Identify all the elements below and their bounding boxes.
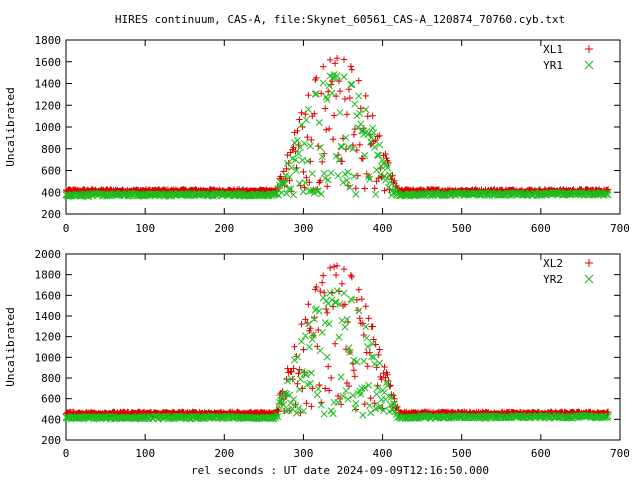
y-tick-label: 1800 xyxy=(35,34,62,47)
legend-marker-XL1 xyxy=(585,45,593,53)
x-tick-label: 100 xyxy=(135,447,155,460)
legend-label-YR2: YR2 xyxy=(543,273,563,286)
series-XL2 xyxy=(62,262,612,418)
lower-panel: 0 100 200 300 400 500 600 700 200 400 600 800 1000 12… xyxy=(4,248,630,460)
y-tick-label: 1600 xyxy=(35,289,62,302)
series-points-XL2 xyxy=(62,262,612,418)
legend-marker-XL2 xyxy=(585,259,593,267)
y-axis-label: Uncalibrated xyxy=(4,87,17,166)
x-tick-label: 200 xyxy=(214,447,234,460)
y-tick-label: 1200 xyxy=(35,331,62,344)
y-tick-label: 1400 xyxy=(35,310,62,323)
chart-title: HIRES continuum, CAS-A, file:Skynet_6056… xyxy=(115,13,565,26)
upper-panel: 0 100 200 300 400 500 600 700 200 400 600 800 1000 12… xyxy=(4,34,630,235)
x-tick-label: 100 xyxy=(135,222,155,235)
x-tick-label: 500 xyxy=(452,447,472,460)
x-tick-label: 700 xyxy=(610,222,630,235)
y-tick-label: 1800 xyxy=(35,269,62,282)
plot-frame xyxy=(65,253,621,441)
x-axis-label: rel seconds : UT date 2024-09-09T12:16:5… xyxy=(191,464,489,477)
series-YR1 xyxy=(62,71,612,200)
y-axis-label: Uncalibrated xyxy=(4,307,17,386)
y-tick-label: 600 xyxy=(41,165,61,178)
y-tick-label: 1400 xyxy=(35,78,62,91)
series-points-YR2 xyxy=(62,287,612,423)
x-tick-label: 400 xyxy=(373,222,393,235)
y-tick-label: 400 xyxy=(41,186,61,199)
series-points-YR1 xyxy=(62,71,612,200)
y-tick-label: 1200 xyxy=(35,99,62,112)
y-tick-label: 400 xyxy=(41,413,61,426)
legend-label-YR1: YR1 xyxy=(543,59,563,72)
x-tick-label: 700 xyxy=(610,447,630,460)
x-tick-label: 500 xyxy=(452,222,472,235)
y-tick-label: 1600 xyxy=(35,56,62,69)
y-tick-label: 600 xyxy=(41,393,61,406)
legend-label-XL2: XL2 xyxy=(543,257,563,270)
y-tick-label: 1000 xyxy=(35,121,62,134)
legend-marker-YR2 xyxy=(584,274,594,284)
x-tick-label: 0 xyxy=(63,447,70,460)
y-tick-label: 800 xyxy=(41,372,61,385)
y-tick-label: 200 xyxy=(41,434,61,447)
legend-marker-YR1 xyxy=(584,60,594,70)
x-tick-label: 600 xyxy=(531,447,551,460)
y-tick-label: 200 xyxy=(41,208,61,221)
y-tick-label: 2000 xyxy=(35,248,62,261)
x-tick-label: 200 xyxy=(214,222,234,235)
x-tick-label: 300 xyxy=(293,222,313,235)
x-tick-label: 400 xyxy=(373,447,393,460)
x-tick-label: 300 xyxy=(293,447,313,460)
x-tick-label: 600 xyxy=(531,222,551,235)
legend-label-XL1: XL1 xyxy=(543,43,563,56)
y-tick-label: 1000 xyxy=(35,351,62,364)
x-tick-label: 0 xyxy=(63,222,70,235)
y-tick-label: 800 xyxy=(41,143,61,156)
series-YR2 xyxy=(62,287,612,423)
